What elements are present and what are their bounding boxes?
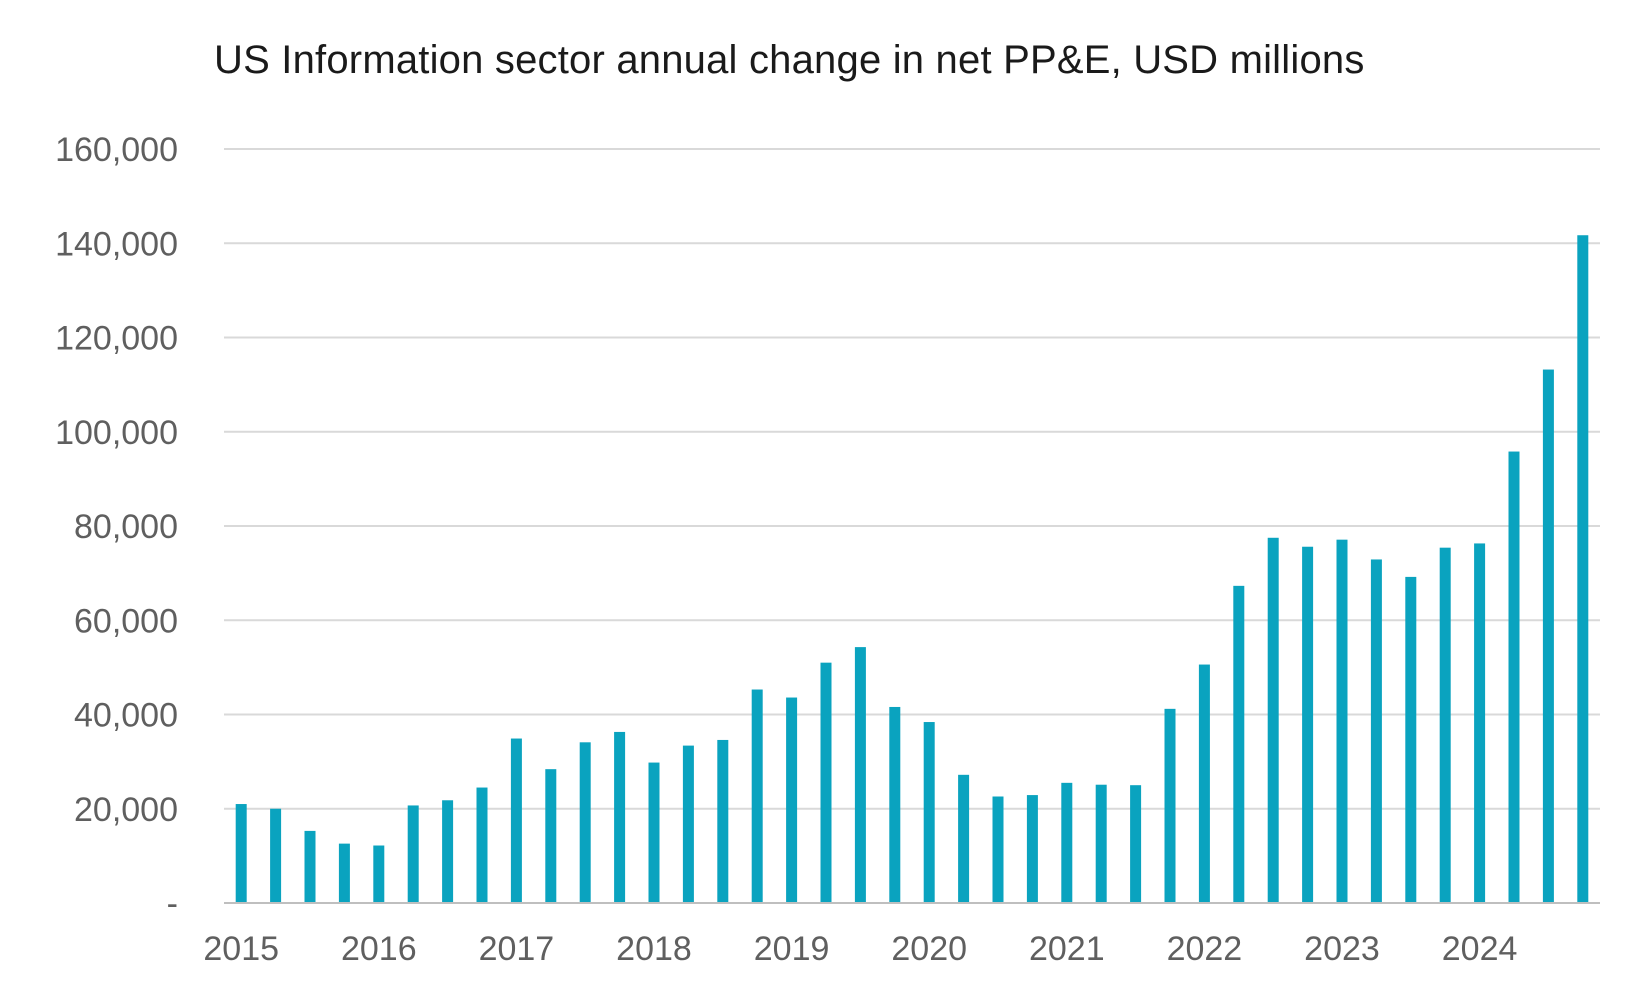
bar: 2017 Q2: 28400 <box>545 769 557 903</box>
bar: 2016 Q2: 20700 <box>407 805 419 903</box>
bar: 2019 Q1: 43600 <box>786 697 798 903</box>
bar: 2021 Q1: 25500 <box>1061 782 1073 903</box>
y-tick-label: 140,000 <box>55 225 178 263</box>
x-axis-tick-labels: 2015 2016 2017 2018 2019 2020 2021 2022 2023 2024 <box>203 930 1517 968</box>
bar: 2019 Q4: 41600 <box>889 706 901 903</box>
bar: 2015 Q3: 15300 <box>304 830 316 903</box>
bar: 2023 Q3: 69200 <box>1405 576 1417 903</box>
bar: 2021 Q2: 25100 <box>1095 784 1107 903</box>
bar: 2019 Q3: 54300 <box>854 647 866 903</box>
bar: 2024 Q1: 76300 <box>1474 543 1486 903</box>
bar: 2018 Q1: 29800 <box>648 762 660 903</box>
x-tick-label: 2024 <box>1442 930 1518 968</box>
bar: 2021 Q3: 25000 <box>1130 785 1142 903</box>
y-tick-label: 160,000 <box>55 131 178 169</box>
bar: 2023 Q2: 72900 <box>1370 559 1382 903</box>
x-tick-label: 2018 <box>616 930 692 968</box>
bar: 2020 Q3: 22600 <box>992 796 1004 903</box>
bar: 2017 Q4: 36300 <box>614 731 626 903</box>
bar: 2019 Q2: 51000 <box>820 662 832 903</box>
y-tick-label: 100,000 <box>55 414 178 452</box>
bar: 2018 Q2: 33400 <box>682 745 694 903</box>
bar: 2023 Q1: 77100 <box>1336 539 1348 903</box>
bar: 2015 Q2: 20000 <box>270 808 282 903</box>
bar: 2015 Q4: 12600 <box>338 843 350 903</box>
bar: 2024 Q3: 113200 <box>1542 369 1554 903</box>
bar: 2015 Q1: 21000 <box>235 804 247 903</box>
x-tick-label: 2016 <box>341 930 417 968</box>
y-tick-label: 120,000 <box>55 320 178 358</box>
bar: 2018 Q3: 34600 <box>717 739 729 903</box>
bars: 2015 Q1: 21000 2015 Q2: 20000 2015 Q3: 153… <box>235 235 1589 903</box>
x-tick-label: 2020 <box>891 930 967 968</box>
bar: 2017 Q1: 34900 <box>510 738 522 903</box>
chart-title: US Information sector annual change in n… <box>214 38 1365 82</box>
x-tick-label: 2015 <box>203 930 279 968</box>
bar: 2018 Q4: 45300 <box>751 689 763 903</box>
y-tick-label: 60,000 <box>74 602 178 640</box>
y-tick-label: - <box>167 885 178 923</box>
gridlines <box>224 148 1600 810</box>
bar: 2021 Q4: 41200 <box>1164 708 1176 903</box>
bar: 2024 Q2: 95800 <box>1508 451 1520 903</box>
x-tick-label: 2022 <box>1167 930 1243 968</box>
x-tick-label: 2019 <box>754 930 830 968</box>
bar: 2022 Q2: 67300 <box>1233 585 1245 903</box>
bar: 2022 Q4: 75600 <box>1302 546 1314 903</box>
bar: 2024 Q4: 141700 <box>1577 235 1589 903</box>
x-tick-label: 2017 <box>479 930 555 968</box>
y-axis-tick-labels: - 20,000 40,000 60,000 80,000 100,000 120,000 1… <box>55 131 178 923</box>
y-tick-label: 80,000 <box>74 508 178 546</box>
bar: 2016 Q1: 12200 <box>373 845 385 903</box>
bar: 2020 Q4: 22900 <box>1026 795 1038 903</box>
bar: 2020 Q1: 38400 <box>923 722 935 903</box>
bar: 2020 Q2: 27200 <box>958 774 970 903</box>
y-tick-label: 20,000 <box>74 791 178 829</box>
bar: 2023 Q4: 75400 <box>1439 547 1451 903</box>
x-tick-label: 2023 <box>1304 930 1380 968</box>
y-tick-label: 40,000 <box>74 697 178 735</box>
bar: 2016 Q4: 24500 <box>476 787 488 903</box>
bar: 2022 Q1: 50600 <box>1198 664 1210 903</box>
bar: 2016 Q3: 21800 <box>442 800 454 903</box>
bar: 2022 Q3: 77500 <box>1267 537 1279 903</box>
bar: 2017 Q3: 34100 <box>579 742 591 903</box>
x-tick-label: 2021 <box>1029 930 1105 968</box>
